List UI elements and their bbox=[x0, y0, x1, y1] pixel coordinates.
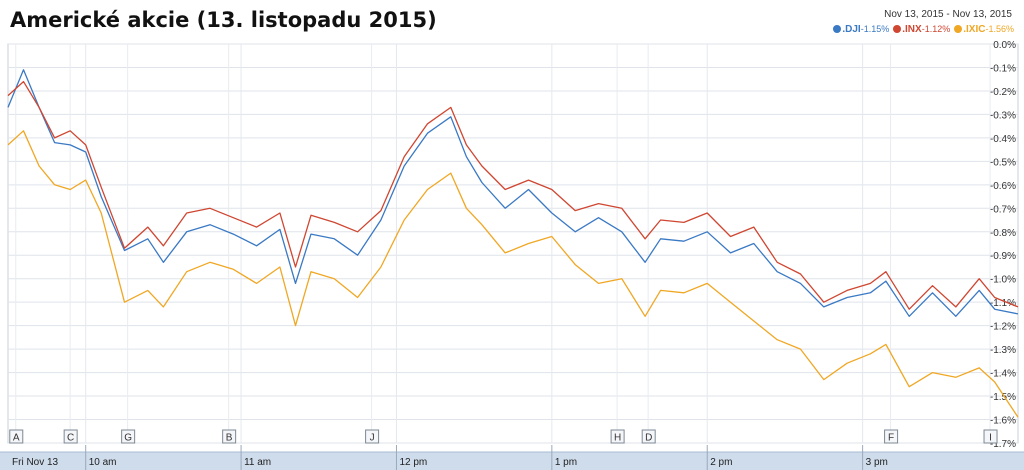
event-marker[interactable]: C bbox=[63, 429, 78, 444]
legend-series-name: .IXIC bbox=[963, 24, 986, 35]
event-marker[interactable]: J bbox=[365, 429, 380, 444]
event-marker-box bbox=[365, 429, 380, 444]
y-tick-label: -1.7% bbox=[990, 439, 1016, 450]
event-marker-box bbox=[63, 429, 78, 444]
x-tick-label: 10 am bbox=[89, 457, 117, 468]
legend-series-name: .INX bbox=[902, 24, 922, 35]
legend-dot-icon bbox=[954, 25, 963, 33]
x-tick-label: 3 pm bbox=[866, 457, 888, 468]
y-tick-label: -1.5% bbox=[990, 392, 1016, 403]
legend-series-change: -1.56% bbox=[985, 24, 1014, 34]
event-marker-box bbox=[222, 429, 237, 444]
event-marker-box bbox=[121, 429, 136, 444]
legend-item[interactable]: .IXIC-1.56% bbox=[954, 24, 1014, 35]
event-marker-label: G bbox=[124, 433, 132, 444]
legend: .DJI-1.15% .INX-1.12% .IXIC-1.56% bbox=[829, 24, 1014, 35]
event-marker[interactable]: A bbox=[9, 429, 24, 444]
x-tick-label: 11 am bbox=[244, 457, 271, 468]
legend-dot-icon bbox=[833, 25, 842, 33]
event-marker-box bbox=[641, 429, 656, 444]
event-marker[interactable]: H bbox=[610, 429, 625, 444]
legend-series-change: -1.12% bbox=[921, 24, 951, 34]
event-marker-box bbox=[610, 429, 625, 444]
legend-dot-icon bbox=[893, 25, 902, 33]
y-tick-label: -0.1% bbox=[990, 63, 1016, 74]
event-marker-label: C bbox=[67, 433, 74, 444]
event-marker-box bbox=[983, 429, 998, 444]
x-tick-label: 2 pm bbox=[710, 457, 732, 468]
chart-title: Americké akcie (13. listopadu 2015) bbox=[10, 8, 437, 32]
y-tick-label: -1.1% bbox=[990, 298, 1016, 309]
event-marker-box bbox=[884, 429, 899, 444]
y-tick-label: -1.3% bbox=[990, 345, 1016, 356]
event-marker-label: I bbox=[989, 433, 992, 444]
x-tick-label: Fri Nov 13 bbox=[12, 457, 59, 468]
event-marker-box bbox=[9, 429, 24, 444]
legend-item[interactable]: .INX-1.12% bbox=[893, 24, 950, 35]
y-tick-label: -0.7% bbox=[990, 204, 1016, 215]
x-tick-label: 1 pm bbox=[555, 457, 577, 468]
event-marker[interactable]: G bbox=[121, 429, 136, 444]
event-marker-label: F bbox=[888, 433, 894, 444]
legend-series-change: -1.15% bbox=[860, 24, 890, 34]
event-marker-label: D bbox=[645, 433, 652, 444]
x-tick-label: 12 pm bbox=[399, 457, 427, 468]
event-marker[interactable]: F bbox=[884, 429, 899, 444]
plot-border bbox=[7, 43, 1019, 444]
legend-series-name: .DJI bbox=[842, 24, 861, 35]
y-tick-label: -1.2% bbox=[990, 322, 1016, 333]
event-marker-label: B bbox=[226, 433, 233, 444]
event-marker[interactable]: B bbox=[222, 429, 237, 444]
y-tick-label: -0.8% bbox=[990, 228, 1016, 239]
event-marker[interactable]: D bbox=[641, 429, 656, 444]
event-marker-label: H bbox=[614, 433, 621, 444]
y-tick-label: -0.3% bbox=[990, 110, 1016, 121]
y-tick-label: -1.6% bbox=[990, 416, 1016, 427]
y-tick-label: -0.4% bbox=[990, 134, 1016, 145]
y-tick-label: -0.6% bbox=[990, 181, 1016, 192]
date-range: Nov 13, 2015 - Nov 13, 2015 bbox=[884, 9, 1012, 20]
x-axis-band bbox=[0, 452, 1024, 470]
y-tick-label: -1.0% bbox=[990, 275, 1016, 286]
y-tick-label: -0.5% bbox=[990, 157, 1016, 168]
y-tick-label: -0.2% bbox=[990, 87, 1016, 98]
event-marker[interactable]: I bbox=[983, 429, 998, 444]
series-line-dji bbox=[7, 69, 1019, 317]
y-tick-label: -1.4% bbox=[990, 369, 1016, 380]
series-line-inx bbox=[7, 80, 1019, 310]
y-tick-label: 0.0% bbox=[993, 40, 1016, 51]
series-line-ixic bbox=[7, 130, 1019, 418]
event-marker-label: J bbox=[370, 433, 375, 444]
legend-item[interactable]: .DJI-1.15% bbox=[833, 24, 889, 35]
y-tick-label: -0.9% bbox=[990, 251, 1016, 262]
event-marker-label: A bbox=[13, 433, 20, 444]
